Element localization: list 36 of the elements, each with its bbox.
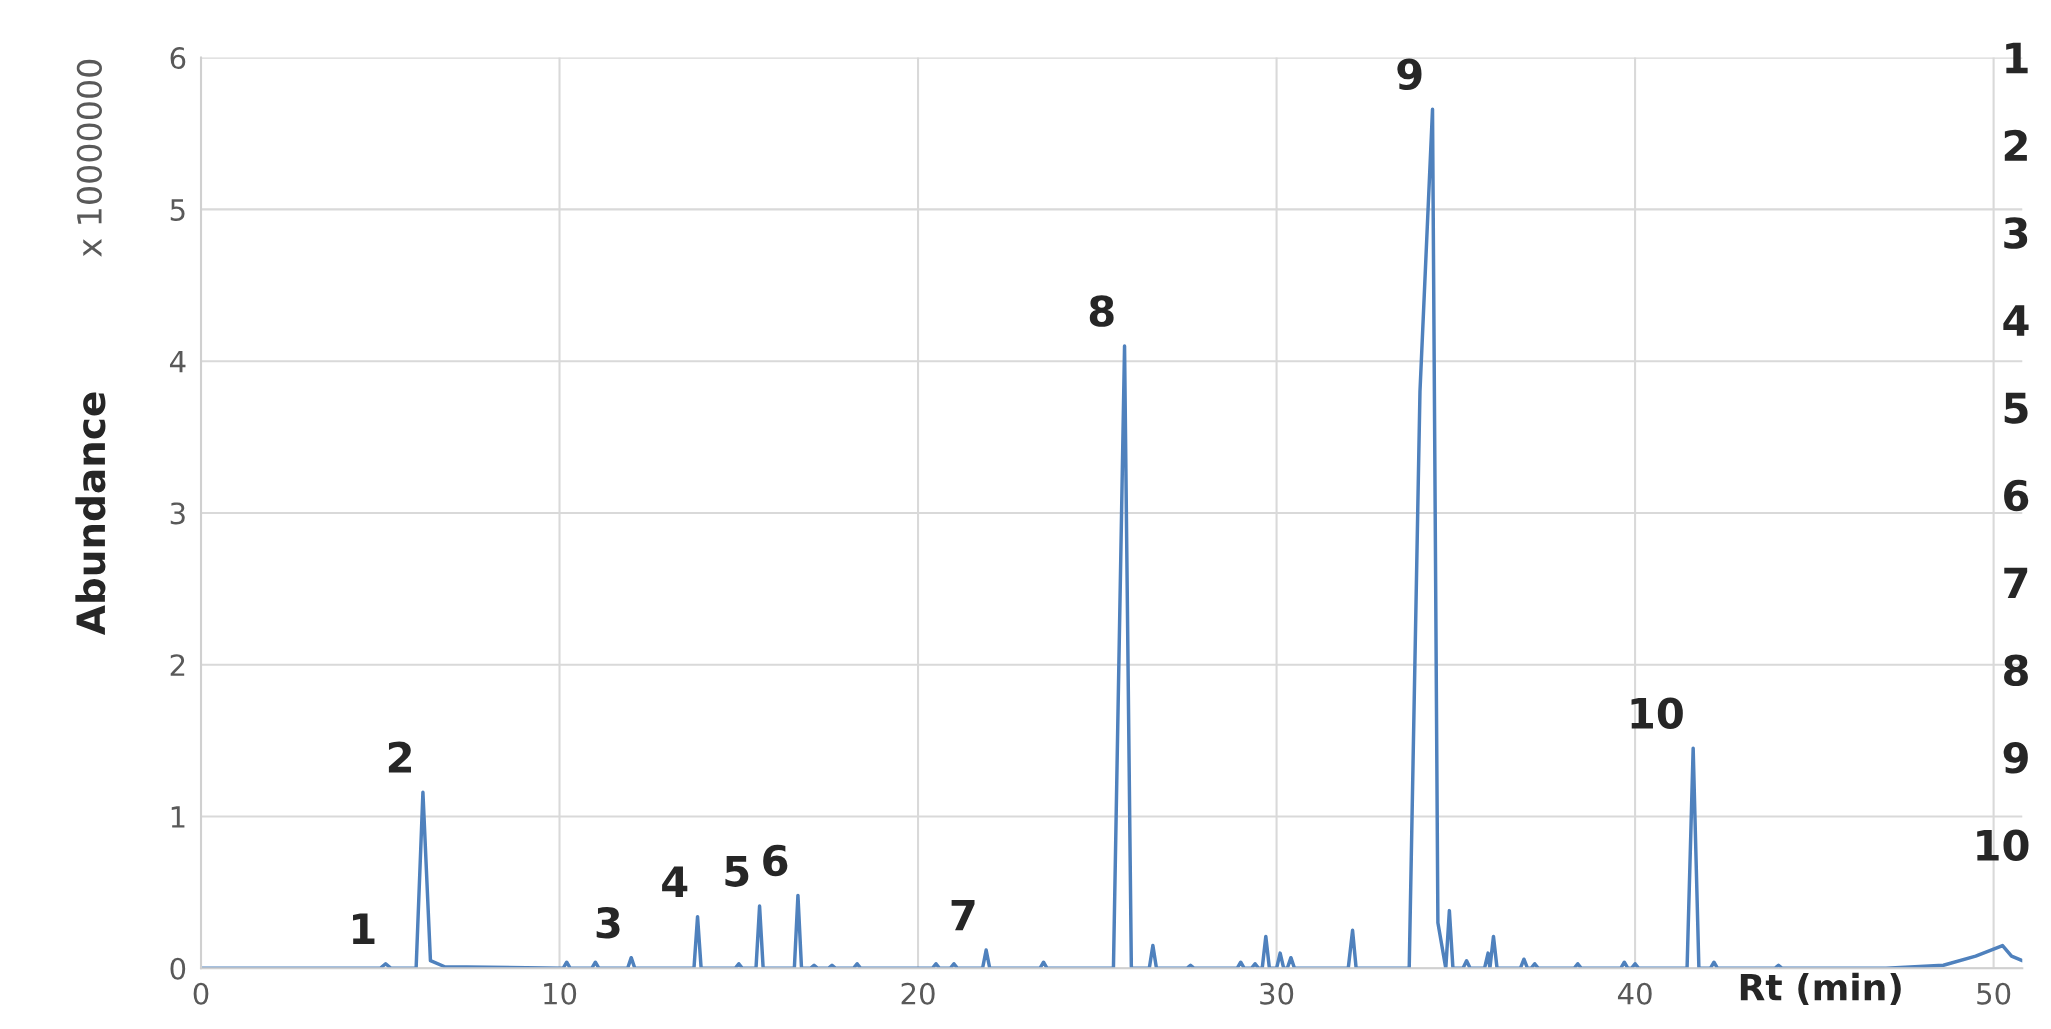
annotation: 7 <box>951 899 975 931</box>
annotation: 2 <box>2004 129 2027 161</box>
x-tick-label: 0 <box>193 982 209 1005</box>
y-tick-label: 4 <box>169 351 186 373</box>
annotation: 2 <box>388 741 411 773</box>
y-tick-label: 3 <box>170 502 185 525</box>
annotation: 10 <box>1977 829 2029 862</box>
x-tick-label: 50 <box>1977 982 2011 1005</box>
annotation: 6 <box>763 844 788 877</box>
annotation: 4 <box>2003 305 2029 336</box>
y-tick-label: 5 <box>170 199 185 221</box>
annotation: 8 <box>2004 654 2028 687</box>
annotation: 9 <box>2003 742 2028 774</box>
annotation: 8 <box>1089 295 1114 327</box>
y-tick-label: 0 <box>170 957 186 980</box>
x-tick-label: 30 <box>1260 982 1294 1005</box>
annotation: 5 <box>725 855 749 887</box>
annotation: 9 <box>1397 58 1422 91</box>
y-tick-label: 2 <box>170 654 185 676</box>
annotation: 10 <box>1631 697 1683 730</box>
y-tick-label: 6 <box>170 47 186 70</box>
x-tick-label: 40 <box>1617 982 1652 1005</box>
annotation: 5 <box>2004 392 2028 424</box>
x-tick-label: 20 <box>901 982 935 1005</box>
annotation: 7 <box>2004 567 2028 599</box>
y-axis-title: Abundance <box>75 392 106 636</box>
text: x 10000000 <box>76 59 102 257</box>
annotation: 6 <box>2004 479 2029 512</box>
y-tick-label: 1 <box>171 806 185 828</box>
annotation: 1 <box>353 913 375 944</box>
x-axis-title: Rt (min) <box>1740 972 1901 1006</box>
annotation: 3 <box>2004 217 2028 249</box>
annotation: 4 <box>662 866 688 897</box>
annotation: 1 <box>2006 42 2028 74</box>
x-tick-label: 10 <box>544 982 577 1005</box>
annotation: 3 <box>596 906 620 939</box>
